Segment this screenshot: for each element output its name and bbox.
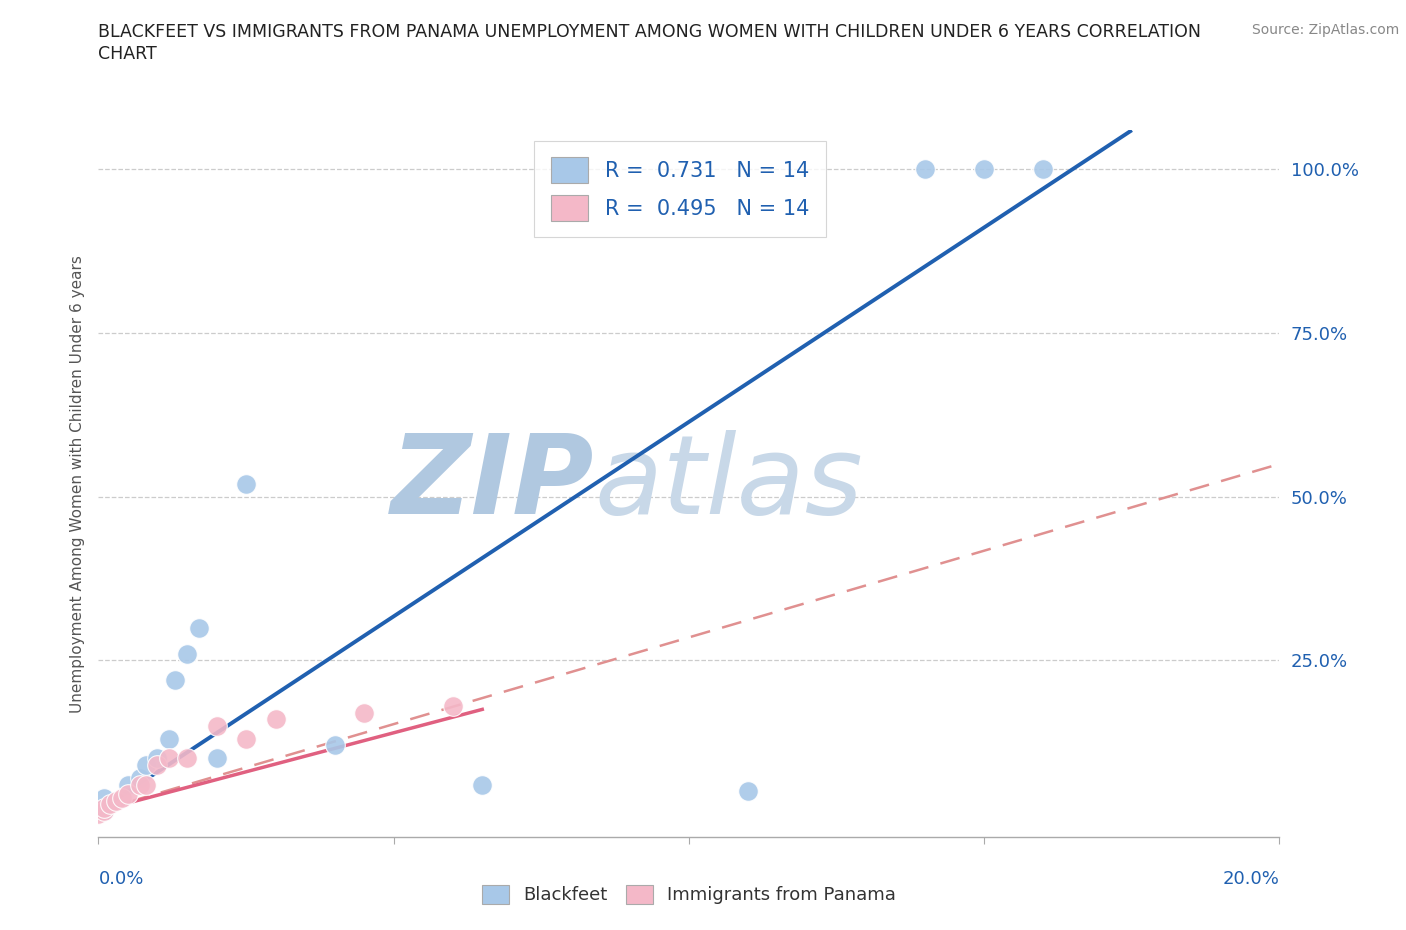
Legend: Blackfeet, Immigrants from Panama: Blackfeet, Immigrants from Panama <box>475 878 903 911</box>
Y-axis label: Unemployment Among Women with Children Under 6 years: Unemployment Among Women with Children U… <box>69 255 84 712</box>
Point <box>176 751 198 766</box>
Text: 20.0%: 20.0% <box>1223 870 1279 887</box>
Point <box>973 162 995 177</box>
Point <box>117 787 139 802</box>
Point <box>264 711 287 726</box>
Point <box>157 731 180 746</box>
Point <box>111 790 134 805</box>
Point <box>135 758 157 773</box>
Text: Source: ZipAtlas.com: Source: ZipAtlas.com <box>1251 23 1399 37</box>
Point <box>235 731 257 746</box>
Point <box>235 476 257 491</box>
Point <box>187 620 209 635</box>
Point <box>737 784 759 799</box>
Point <box>157 751 180 766</box>
Point <box>93 804 115 818</box>
Text: ZIP: ZIP <box>391 430 595 538</box>
Text: CHART: CHART <box>98 45 157 62</box>
Point <box>93 790 115 805</box>
Point <box>205 751 228 766</box>
Point <box>176 646 198 661</box>
Legend: R =  0.731   N = 14, R =  0.495   N = 14: R = 0.731 N = 14, R = 0.495 N = 14 <box>534 140 825 237</box>
Text: atlas: atlas <box>595 430 863 538</box>
Point <box>205 718 228 733</box>
Point <box>323 737 346 752</box>
Point <box>98 797 121 812</box>
Point <box>441 698 464 713</box>
Point <box>93 804 115 818</box>
Point <box>914 162 936 177</box>
Point <box>87 806 110 821</box>
Text: 0.0%: 0.0% <box>98 870 143 887</box>
Text: BLACKFEET VS IMMIGRANTS FROM PANAMA UNEMPLOYMENT AMONG WOMEN WITH CHILDREN UNDER: BLACKFEET VS IMMIGRANTS FROM PANAMA UNEM… <box>98 23 1201 41</box>
Point <box>471 777 494 792</box>
Point <box>1032 162 1054 177</box>
Point <box>146 751 169 766</box>
Point <box>146 758 169 773</box>
Point <box>353 705 375 720</box>
Point <box>128 771 150 786</box>
Point <box>128 777 150 792</box>
Point <box>105 793 128 808</box>
Point <box>135 777 157 792</box>
Point <box>165 672 187 687</box>
Point <box>117 777 139 792</box>
Point <box>93 800 115 815</box>
